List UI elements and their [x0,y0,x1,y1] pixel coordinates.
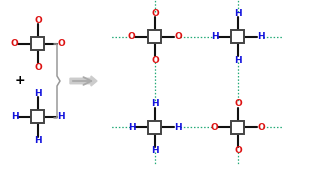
Text: H: H [258,33,265,42]
Text: O: O [34,16,42,25]
Text: H: H [234,56,242,65]
Text: H: H [34,89,42,98]
Text: O: O [234,99,242,108]
Text: H: H [151,99,159,108]
Bar [149,121,161,133]
Text: O: O [211,122,219,132]
Text: H: H [151,146,159,155]
Text: O: O [11,40,19,49]
Text: H: H [174,122,182,132]
Text: O: O [151,9,159,18]
Text: +: + [15,74,25,88]
Text: H: H [58,112,65,122]
Text: H: H [34,136,42,145]
Bar [149,30,161,43]
Text: O: O [258,122,265,132]
FancyArrow shape [70,76,97,86]
Text: O: O [234,146,242,155]
Text: O: O [34,63,42,72]
Text: O: O [174,33,182,42]
Text: O: O [128,33,136,42]
Bar [232,121,245,133]
Text: H: H [11,112,19,122]
Text: H: H [128,122,136,132]
Text: H: H [211,33,218,42]
Bar [232,30,245,43]
Text: O: O [151,56,159,65]
Text: H: H [234,9,242,18]
Bar [32,37,45,50]
Bar [32,111,45,123]
Text: O: O [58,40,65,49]
